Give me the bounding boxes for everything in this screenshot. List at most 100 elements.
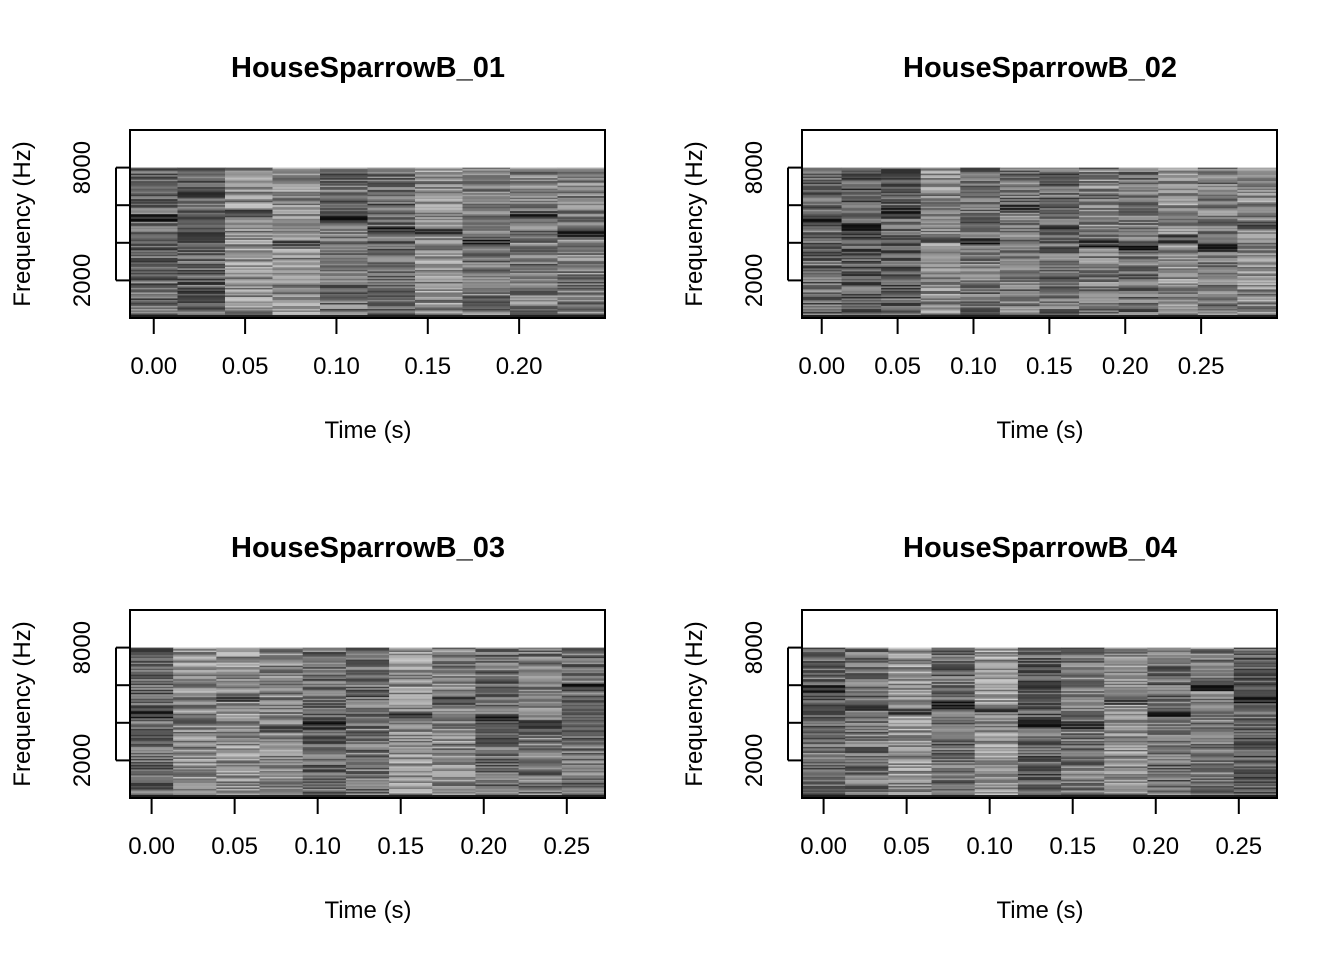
panel-2-title: HouseSparrowB_02	[903, 52, 1177, 84]
panel-1-x-axis: 0.00 0.05 0.10 0.15 0.20	[130, 317, 543, 380]
spectrogram-frame	[320, 167, 368, 319]
spectrogram-frame	[1039, 167, 1080, 319]
spectrogram-frame	[974, 647, 1019, 799]
panel-3-y-axis: 2000 8000	[69, 621, 130, 787]
panel-4-y-axis: 2000 8000	[741, 621, 802, 787]
spectrogram-frame	[389, 647, 433, 799]
x-tick-label: 0.20	[460, 833, 507, 860]
spectrogram-frame	[1233, 647, 1278, 799]
x-tick-label: 0.25	[1178, 353, 1225, 380]
x-tick-label: 0.15	[377, 833, 424, 860]
panel-1-y-label: Frequency (Hz)	[9, 141, 36, 306]
spectrogram-frame	[302, 647, 347, 799]
x-tick-label: 0.00	[798, 353, 845, 380]
x-tick-label: 0.10	[294, 833, 341, 860]
spectrogram-frame	[841, 167, 882, 319]
spectrogram-frame	[1017, 647, 1062, 799]
spectrogram-frame	[557, 167, 606, 319]
spectrogram-frame	[561, 647, 606, 799]
y-tick-label: 2000	[69, 254, 96, 307]
panel-4-x-label: Time (s)	[996, 897, 1083, 924]
spectrogram-frame	[881, 167, 922, 319]
panel-3-title: HouseSparrowB_03	[231, 532, 505, 564]
panel-3-y-label: Frequency (Hz)	[9, 621, 36, 786]
spectrogram-frame	[130, 647, 174, 799]
panel-2-spectrogram	[802, 167, 1278, 319]
spectrogram-frame	[845, 647, 889, 799]
panel-2-y-label: Frequency (Hz)	[681, 141, 708, 306]
spectrogram-frame	[1104, 647, 1148, 799]
spectrogram-frame	[510, 167, 558, 319]
x-tick-label: 0.25	[1215, 833, 1262, 860]
spectrogram-frame	[259, 647, 304, 799]
spectrogram-frame	[931, 647, 976, 799]
spectrogram-frame	[920, 167, 961, 319]
spectrogram-frame	[432, 647, 476, 799]
x-tick-label: 0.10	[966, 833, 1013, 860]
spectrogram-frame	[1061, 647, 1105, 799]
panel-4-x-axis: 0.00 0.05 0.10 0.15 0.20 0.25	[800, 797, 1262, 860]
panel-2-x-axis: 0.00 0.05 0.10 0.15 0.20 0.25	[798, 317, 1225, 380]
panel-1-y-axis: 2000 8000	[69, 141, 130, 307]
panel-2: HouseSparrowB_02 2000 8000 0.00 0.05 0.10 0.…	[681, 52, 1278, 444]
x-tick-label: 0.15	[404, 353, 451, 380]
x-tick-label: 0.20	[496, 353, 543, 380]
spectrogram-frame	[802, 647, 846, 799]
x-tick-label: 0.05	[883, 833, 930, 860]
panel-2-x-label: Time (s)	[996, 417, 1083, 444]
x-tick-label: 0.10	[313, 353, 360, 380]
y-tick-label: 8000	[69, 141, 96, 194]
x-tick-label: 0.15	[1049, 833, 1096, 860]
spectrogram-frame	[1118, 167, 1159, 319]
x-tick-label: 0.05	[211, 833, 258, 860]
spectrogram-frame	[888, 647, 933, 799]
spectrogram-frame	[1237, 167, 1278, 319]
panel-3-x-axis: 0.00 0.05 0.10 0.15 0.20 0.25	[128, 797, 590, 860]
spectrogram-frame	[225, 167, 273, 319]
panel-4-y-label: Frequency (Hz)	[681, 621, 708, 786]
spectrogram-frame	[272, 167, 321, 319]
x-tick-label: 0.20	[1132, 833, 1179, 860]
spectrogram-frame	[177, 167, 226, 319]
panel-4-spectrogram	[802, 647, 1278, 799]
spectrogram-frame	[518, 647, 563, 799]
x-tick-label: 0.00	[130, 353, 177, 380]
panel-4-title: HouseSparrowB_04	[903, 532, 1177, 564]
panel-1-title: HouseSparrowB_01	[231, 52, 505, 84]
spectrogram-frame	[1190, 647, 1235, 799]
spectrogram-frame	[173, 647, 217, 799]
x-tick-label: 0.25	[543, 833, 590, 860]
x-tick-label: 0.15	[1026, 353, 1073, 380]
spectrogram-frame	[1147, 647, 1192, 799]
spectrogram-frame	[960, 167, 1001, 319]
panel-3-spectrogram	[130, 647, 606, 799]
spectrogram-frame	[999, 167, 1040, 319]
y-tick-label: 2000	[741, 734, 768, 787]
x-tick-label: 0.10	[950, 353, 997, 380]
spectrogram-frame	[475, 647, 520, 799]
y-tick-label: 8000	[741, 141, 768, 194]
x-tick-label: 0.00	[128, 833, 175, 860]
panel-1-x-label: Time (s)	[324, 417, 411, 444]
y-tick-label: 2000	[741, 254, 768, 307]
spectrogram-frame	[462, 167, 511, 319]
panel-3-x-label: Time (s)	[324, 897, 411, 924]
x-tick-label: 0.00	[800, 833, 847, 860]
x-tick-label: 0.05	[874, 353, 921, 380]
panel-2-y-axis: 2000 8000	[741, 141, 802, 307]
spectrogram-frame	[415, 167, 463, 319]
x-tick-label: 0.05	[222, 353, 269, 380]
spectrogram-frame	[1197, 167, 1238, 319]
y-tick-label: 8000	[69, 621, 96, 674]
spectrogram-frame	[1158, 167, 1199, 319]
spectrogram-frame	[367, 167, 416, 319]
panel-1-spectrogram	[130, 167, 606, 319]
y-tick-label: 2000	[69, 734, 96, 787]
spectrogram-frame	[1079, 167, 1120, 319]
spectrogram-frame	[216, 647, 261, 799]
y-tick-label: 8000	[741, 621, 768, 674]
